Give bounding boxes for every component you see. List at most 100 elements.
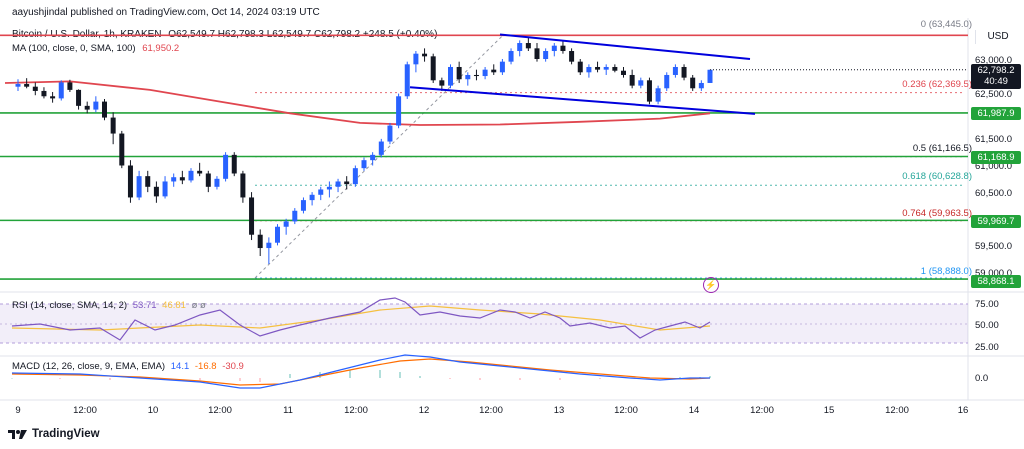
candle-body — [162, 181, 168, 197]
macd-hist-bar — [11, 378, 13, 379]
time-axis-label: 16 — [957, 405, 969, 416]
macd-legend-signal: -16.8 — [194, 361, 217, 372]
ma-legend-label: MA (100, close, 0, SMA, 100) — [12, 43, 136, 54]
candle-body — [205, 173, 211, 187]
rsi-axis-label: 25.00 — [975, 342, 999, 353]
candle-body — [595, 66, 601, 70]
macd-legend-hist: -30.9 — [222, 361, 244, 372]
rsi-ma-line — [11, 305, 711, 331]
candle-body — [629, 74, 635, 86]
candle-body — [569, 51, 575, 62]
time-axis-label: 9 — [15, 405, 21, 416]
candle-body — [577, 61, 583, 73]
time-axis-label: 12:00 — [479, 405, 503, 416]
candle-body — [681, 66, 687, 78]
time-axis-label: 12 — [418, 405, 430, 416]
fib-label-0618: 0.618 (60,628.8) — [902, 171, 972, 182]
fib-trend-line — [254, 34, 504, 279]
candle-body — [560, 45, 566, 52]
macd-hist-bar — [109, 378, 111, 380]
candle-body — [318, 189, 324, 195]
time-axis-label: 12:00 — [614, 405, 638, 416]
candle-body — [41, 90, 47, 97]
candle-body — [672, 66, 678, 75]
candle-body — [396, 96, 402, 126]
candle-body — [439, 80, 445, 86]
time-axis-label: 11 — [283, 405, 293, 416]
macd-legend-macd: 14.1 — [170, 361, 190, 372]
candle-body — [188, 170, 194, 181]
candle-body — [292, 210, 298, 222]
tradingview-brand: TradingView — [32, 428, 100, 440]
ma-legend[interactable]: MA (100, close, 0, SMA, 100) 61,950.2 — [12, 43, 179, 54]
candle-body — [300, 200, 306, 211]
rsi-line — [11, 297, 711, 341]
rsi-legend-label: RSI (14, close, SMA, 14, 2) — [12, 300, 128, 311]
candle-body — [179, 177, 185, 181]
candle-body — [586, 66, 592, 73]
candle-body — [326, 186, 332, 190]
candle-body — [127, 165, 133, 198]
tradingview-logo[interactable]: TradingView — [8, 428, 100, 440]
ohlc-values: O62,549.7 H62,798.3 L62,549.7 C62,798.2 … — [168, 29, 438, 40]
candle-body — [266, 242, 272, 249]
macd-hist-bar — [559, 378, 561, 380]
candle-body — [283, 221, 289, 227]
level-tag-59969: 59,969.7 — [971, 215, 1021, 228]
candle-body — [110, 117, 116, 134]
price-axis-label: 62,500.0 — [975, 89, 1012, 100]
candle-body — [361, 160, 367, 169]
lightning-icon[interactable]: ⚡ — [703, 277, 719, 293]
time-axis-label: 12:00 — [73, 405, 97, 416]
time-axis-label: 14 — [688, 405, 700, 416]
macd-legend[interactable]: MACD (12, 26, close, 9, EMA, EMA) 14.1 -… — [12, 361, 244, 372]
time-axis-label: 12:00 — [885, 405, 909, 416]
candle-body — [621, 70, 626, 75]
candle-body — [84, 105, 90, 110]
candle-body — [119, 133, 125, 166]
candle-body — [344, 181, 350, 185]
time-axis-label: 15 — [823, 405, 835, 416]
tradingview-icon — [8, 430, 27, 439]
level-tag-58868: 58,868.1 — [971, 275, 1021, 288]
macd-hist-bar — [259, 378, 261, 382]
candle-body — [249, 197, 255, 235]
fib-label-0: 0 (63,445.0) — [920, 19, 972, 30]
candle-body — [534, 48, 540, 59]
candle-body — [465, 74, 471, 80]
macd-hist-bar — [199, 378, 201, 380]
candle-body — [136, 176, 142, 198]
candle-body — [309, 194, 315, 201]
candle-body — [543, 51, 549, 59]
rsi-legend[interactable]: RSI (14, close, SMA, 14, 2) 53.71 46.81 … — [12, 300, 206, 311]
candle-body — [517, 43, 523, 52]
candle-body — [473, 74, 479, 77]
candle-body — [370, 154, 376, 161]
last-price-value: 62,798.2 — [977, 65, 1015, 76]
candle-body — [24, 84, 30, 87]
candle-body — [422, 53, 428, 57]
price-axis-label: 60,500.0 — [975, 188, 1012, 199]
candle-body — [525, 43, 531, 49]
candle-body — [664, 74, 670, 89]
candle-body — [387, 125, 393, 142]
fib-label-1: 1 (58,888.0) — [920, 266, 972, 277]
ma-legend-value: 61,950.2 — [142, 43, 180, 54]
level-tag-61168: 61,168.9 — [971, 151, 1021, 164]
bar-countdown: 40:49 — [984, 76, 1008, 87]
macd-signal-line — [11, 358, 711, 386]
candle-body — [231, 154, 237, 174]
channel-lower-line — [409, 86, 756, 115]
candle-body — [430, 56, 436, 81]
candle-body — [145, 176, 151, 187]
time-axis-label: 12:00 — [750, 405, 774, 416]
price-axis-label: 59,500.0 — [975, 241, 1012, 252]
rsi-legend-value: 53.71 — [132, 300, 157, 311]
candle-body — [508, 51, 514, 62]
rsi-axis-label: 75.00 — [975, 299, 999, 310]
candle-body — [707, 69, 713, 83]
macd-hist-bar — [679, 377, 681, 378]
macd-hist-bar — [599, 378, 601, 379]
time-axis-label: 12:00 — [208, 405, 232, 416]
